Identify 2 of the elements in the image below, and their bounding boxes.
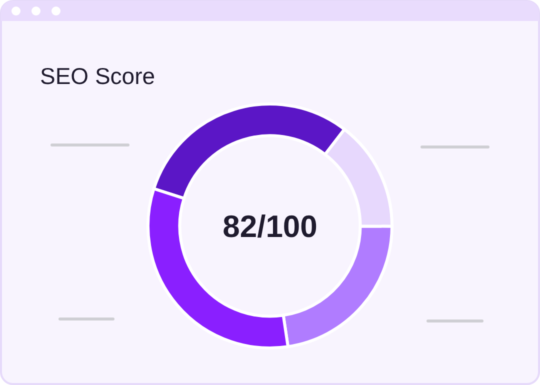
text: 82/100 — [222, 209, 318, 244]
chart-title: SEO Score — [40, 63, 156, 89]
